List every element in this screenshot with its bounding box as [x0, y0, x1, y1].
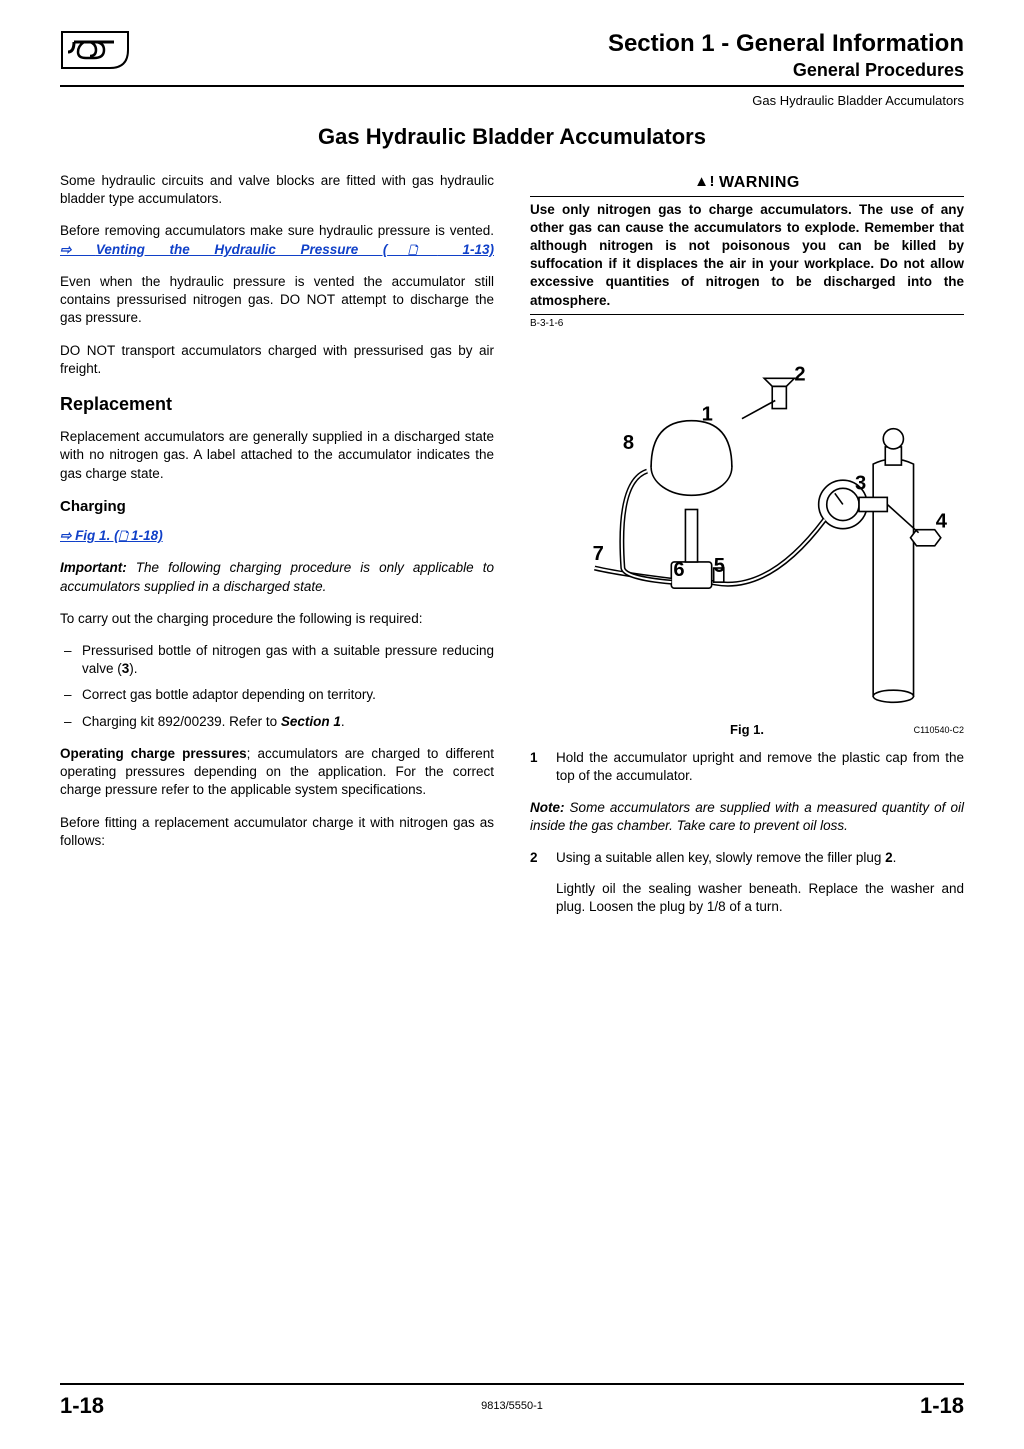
content-columns: Some hydraulic circuits and valve blocks… — [60, 172, 964, 930]
replacement-p: Replacement accumulators are generally s… — [60, 428, 494, 483]
charging-p1: To carry out the charging procedure the … — [60, 610, 494, 628]
warning-rule-top — [530, 196, 964, 197]
warning-icon: ▲! — [694, 173, 715, 190]
page-number-left: 1-18 — [60, 1393, 104, 1419]
warning-heading: ▲!WARNING — [530, 172, 964, 194]
step-1: 1 Hold the accumulator upright and remov… — [530, 749, 964, 785]
page-footer: 1-18 9813/5550-1 1-18 — [60, 1383, 964, 1419]
requirements-list: Pressurised bottle of nitrogen gas with … — [60, 642, 494, 731]
fig-label-4: 4 — [936, 511, 948, 533]
warning-code: B-3-1-6 — [530, 317, 964, 331]
section-title: Section 1 - General Information — [608, 30, 964, 58]
section-subtitle: General Procedures — [608, 60, 964, 81]
figure-caption: Fig 1. — [730, 721, 764, 739]
fig-label-2: 2 — [794, 364, 805, 386]
procedure-steps-2: 2 Using a suitable allen key, slowly rem… — [530, 849, 964, 916]
page-title: Gas Hydraulic Bladder Accumulators — [60, 124, 964, 150]
replacement-heading: Replacement — [60, 392, 494, 416]
procedure-steps: 1 Hold the accumulator upright and remov… — [530, 749, 964, 785]
before-fitting: Before fitting a replacement accumulator… — [60, 814, 494, 850]
intro-p1: Some hydraulic circuits and valve blocks… — [60, 172, 494, 208]
important-note: Important: The following charging proced… — [60, 559, 494, 595]
fig-label-1: 1 — [702, 404, 713, 426]
note-oil: Note: Some accumulators are supplied wit… — [530, 799, 964, 835]
step-2: 2 Using a suitable allen key, slowly rem… — [530, 849, 964, 916]
figure-1: 1 2 3 4 5 6 7 8 Fig 1. C110540-C2 — [530, 348, 964, 738]
doc-number: 9813/5550-1 — [481, 1400, 543, 1412]
list-item: Charging kit 892/00239. Refer to Section… — [82, 713, 494, 731]
fig-label-5: 5 — [714, 555, 725, 577]
fig1-link[interactable]: ⇨ Fig 1. (🗋 1-18) — [60, 528, 163, 543]
page-header: Section 1 - General Information General … — [60, 30, 964, 81]
jcb-logo — [60, 30, 130, 70]
warning-rule-bottom — [530, 314, 964, 315]
fig-ref: ⇨ Fig 1. (🗋 1-18) — [60, 527, 494, 545]
charging-heading: Charging — [60, 497, 494, 517]
page-number-right: 1-18 — [920, 1393, 964, 1419]
page-icon: 🗋 — [387, 245, 438, 257]
venting-link[interactable]: ⇨ Venting the Hydraulic Pressure (🗋 1-13… — [60, 242, 494, 257]
list-item: Correct gas bottle adaptor depending on … — [82, 686, 494, 704]
list-item: Pressurised bottle of nitrogen gas with … — [82, 642, 494, 678]
operating-pressures: Operating charge pressures; accumulators… — [60, 745, 494, 800]
fig-label-7: 7 — [593, 543, 604, 565]
intro-p2: Before removing accumulators make sure h… — [60, 222, 494, 258]
fig-label-6: 6 — [673, 560, 684, 582]
figure-svg: 1 2 3 4 5 6 7 8 — [530, 348, 964, 711]
header-rule — [60, 85, 964, 87]
fig-label-3: 3 — [855, 473, 866, 495]
intro-p4: DO NOT transport accumulators charged wi… — [60, 342, 494, 378]
right-column: ▲!WARNING Use only nitrogen gas to charg… — [530, 172, 964, 930]
intro-p3: Even when the hydraulic pressure is vent… — [60, 273, 494, 328]
figure-code: C110540-C2 — [914, 724, 964, 736]
warning-body: Use only nitrogen gas to charge accumula… — [530, 201, 964, 310]
breadcrumb: Gas Hydraulic Bladder Accumulators — [60, 93, 964, 108]
left-column: Some hydraulic circuits and valve blocks… — [60, 172, 494, 930]
fig-label-8: 8 — [623, 432, 634, 454]
